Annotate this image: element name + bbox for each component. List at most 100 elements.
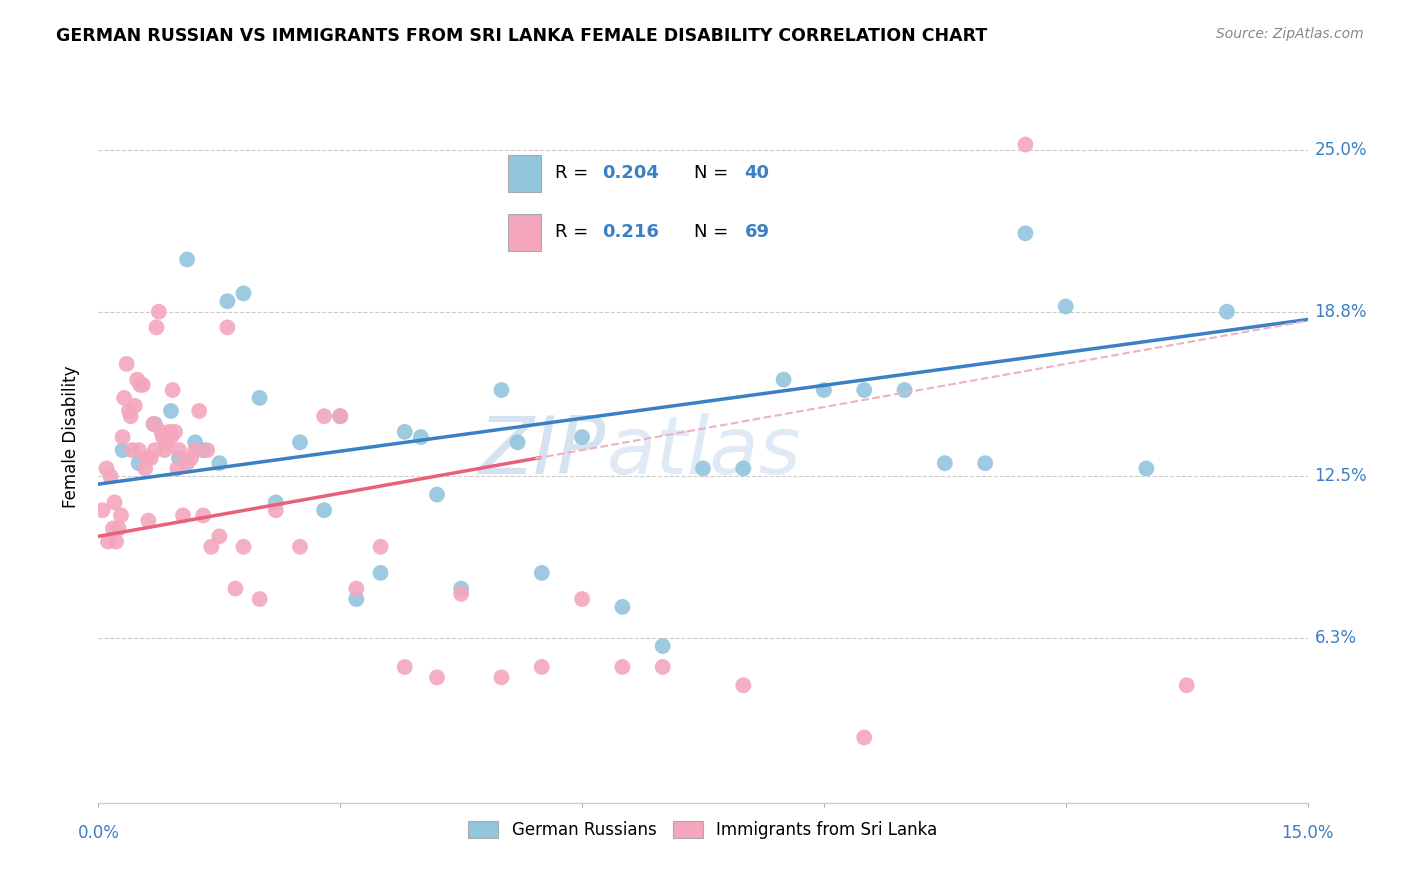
Y-axis label: Female Disability: Female Disability (62, 366, 80, 508)
Point (651, 660, 673, 674)
Point (224, 582, 246, 596)
Point (121, 443, 143, 458)
Point (127, 373, 149, 387)
Text: 15.0%: 15.0% (1281, 823, 1334, 842)
Text: 18.8%: 18.8% (1315, 302, 1367, 321)
Point (120, 409, 142, 424)
Point (1014, 137, 1036, 152)
Text: atlas: atlas (606, 413, 801, 491)
Point (329, 409, 352, 424)
Point (166, 461, 188, 475)
Point (143, 443, 166, 458)
Point (813, 383, 835, 397)
Point (162, 383, 184, 397)
Point (152, 430, 174, 444)
Point (264, 503, 287, 517)
Point (110, 508, 132, 523)
Point (288, 540, 311, 554)
Point (188, 404, 211, 418)
Point (132, 377, 155, 392)
Point (184, 443, 207, 458)
Point (105, 534, 128, 549)
Point (344, 582, 367, 596)
Point (217, 294, 239, 309)
Point (733, 461, 755, 475)
Point (163, 425, 186, 439)
Point (128, 443, 150, 458)
Point (450, 582, 472, 596)
Point (193, 443, 215, 458)
Text: 0.0%: 0.0% (77, 823, 120, 842)
Point (112, 391, 135, 405)
Point (264, 495, 287, 509)
Point (156, 435, 179, 450)
Point (249, 391, 271, 405)
Point (101, 521, 124, 535)
Point (394, 425, 416, 439)
Text: Source: ZipAtlas.com: Source: ZipAtlas.com (1216, 27, 1364, 41)
Text: 12.5%: 12.5% (1315, 467, 1367, 485)
Point (506, 435, 529, 450)
Point (1014, 227, 1036, 241)
Text: GERMAN RUSSIAN VS IMMIGRANTS FROM SRI LANKA FEMALE DISABILITY CORRELATION CHART: GERMAN RUSSIAN VS IMMIGRANTS FROM SRI LA… (56, 27, 987, 45)
Point (370, 566, 392, 580)
Point (329, 409, 352, 424)
Point (612, 660, 634, 674)
Point (314, 503, 336, 517)
Point (450, 587, 472, 601)
Point (184, 435, 207, 450)
Point (571, 430, 593, 444)
Point (208, 456, 231, 470)
Text: 6.3%: 6.3% (1315, 629, 1357, 648)
Point (111, 443, 134, 458)
Point (344, 592, 367, 607)
Point (1054, 300, 1077, 314)
Point (118, 404, 141, 418)
Point (394, 660, 416, 674)
Point (150, 425, 173, 439)
Point (124, 399, 146, 413)
Point (160, 404, 183, 418)
Point (491, 383, 513, 397)
Point (180, 450, 202, 465)
Point (160, 430, 183, 444)
Point (853, 383, 876, 397)
Point (138, 514, 160, 528)
Text: 25.0%: 25.0% (1315, 141, 1367, 159)
Point (249, 592, 271, 607)
Point (491, 670, 513, 684)
Point (426, 487, 449, 501)
Point (217, 320, 239, 334)
Point (370, 540, 392, 554)
Point (571, 592, 593, 607)
Point (530, 566, 553, 580)
Point (128, 456, 150, 470)
Point (91, 503, 114, 517)
Point (232, 540, 254, 554)
Point (139, 450, 162, 465)
Point (200, 540, 222, 554)
Point (314, 409, 336, 424)
Point (530, 660, 553, 674)
Point (1216, 304, 1239, 318)
Point (148, 304, 170, 318)
Point (1175, 678, 1198, 692)
Point (853, 731, 876, 745)
Point (111, 430, 134, 444)
Text: ZIP: ZIP (479, 413, 606, 491)
Point (145, 320, 167, 334)
Point (135, 450, 157, 465)
Point (733, 678, 755, 692)
Point (153, 443, 176, 458)
Point (167, 450, 190, 465)
Point (232, 286, 254, 301)
Point (426, 670, 449, 684)
Point (651, 639, 673, 653)
Point (143, 417, 166, 431)
Point (142, 417, 165, 431)
Point (934, 456, 956, 470)
Point (107, 521, 129, 535)
Point (974, 456, 997, 470)
Point (100, 469, 122, 483)
Point (612, 599, 634, 614)
